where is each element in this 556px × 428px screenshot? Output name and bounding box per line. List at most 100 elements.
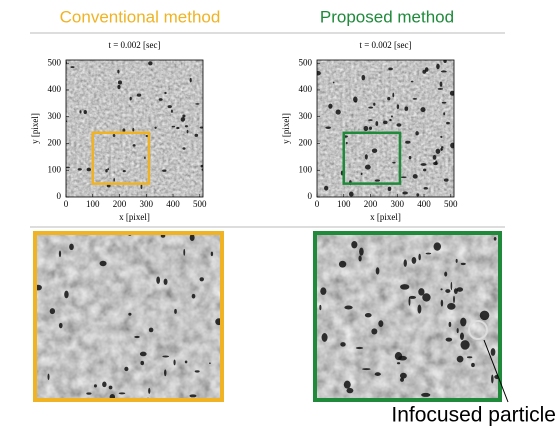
particle — [358, 255, 361, 261]
particle — [457, 328, 459, 333]
noise — [66, 60, 203, 197]
particle — [460, 340, 469, 350]
particle — [181, 117, 185, 122]
particle — [426, 253, 432, 255]
noise — [35, 233, 222, 400]
particle — [372, 148, 377, 152]
y-tick-label: 400 — [299, 84, 313, 94]
particle — [444, 272, 447, 277]
particle — [322, 333, 328, 342]
particle — [396, 123, 401, 126]
particle — [441, 70, 447, 72]
particle — [86, 392, 91, 394]
particle — [174, 309, 177, 314]
particle — [336, 110, 341, 115]
image — [315, 59, 455, 197]
particle — [319, 305, 321, 310]
particle — [402, 191, 408, 194]
y-tick-label: 200 — [48, 138, 62, 148]
particle — [173, 359, 175, 365]
particle — [79, 110, 81, 113]
particle — [442, 102, 447, 104]
particle — [134, 336, 139, 338]
annotation: Infocused particle — [391, 404, 556, 427]
particle — [187, 130, 189, 133]
chart-title: t = 0.002 [sec] — [108, 40, 160, 50]
y-tick-label: 300 — [299, 111, 313, 121]
particle — [194, 134, 198, 137]
particle — [190, 234, 195, 241]
x-tick-label: 200 — [113, 199, 127, 209]
particle — [417, 305, 421, 314]
particle — [71, 66, 75, 68]
particle — [434, 242, 441, 250]
particle — [467, 356, 472, 358]
particle — [375, 121, 378, 126]
particle — [418, 288, 424, 295]
particle — [411, 81, 414, 83]
particle — [491, 375, 494, 384]
noise — [317, 60, 454, 197]
particle — [364, 126, 369, 131]
particle — [118, 80, 122, 84]
particle — [460, 318, 466, 327]
particle — [441, 148, 443, 150]
particle — [182, 114, 185, 117]
particle — [365, 313, 372, 317]
particle — [392, 93, 394, 98]
particle — [148, 61, 152, 65]
particle — [451, 282, 453, 290]
y-tick-label: 500 — [48, 57, 62, 67]
particle — [376, 267, 380, 274]
particle — [105, 169, 108, 173]
particle — [453, 296, 455, 303]
particle — [209, 362, 211, 364]
heading: Proposed method — [320, 7, 454, 26]
particle — [324, 186, 328, 191]
particle — [346, 388, 353, 393]
particle — [113, 178, 115, 182]
particle — [409, 297, 411, 305]
particle — [421, 393, 430, 397]
particle — [195, 370, 200, 372]
particle — [387, 97, 390, 101]
particle — [405, 141, 410, 144]
particle — [66, 167, 70, 169]
particle — [365, 165, 371, 170]
particle — [128, 313, 131, 316]
particle — [320, 287, 326, 295]
particle — [401, 176, 407, 178]
particle — [185, 360, 188, 363]
particle — [368, 107, 373, 109]
particle — [148, 388, 150, 394]
particle — [383, 121, 388, 125]
particle — [359, 248, 364, 256]
particle — [491, 348, 496, 356]
x-tick-label: 100 — [86, 199, 100, 209]
particle — [424, 187, 428, 190]
figure: Conventional methodt = 0.002 [sec]010020… — [0, 0, 556, 428]
particle — [494, 237, 497, 241]
particle — [460, 333, 464, 340]
particle — [440, 81, 443, 86]
x-tick-label: 0 — [64, 199, 69, 209]
particle — [373, 103, 375, 106]
x-tick-label: 500 — [444, 199, 458, 209]
y-tick-label: 100 — [48, 164, 62, 174]
particle — [192, 294, 196, 299]
noise — [315, 233, 500, 400]
particle — [456, 259, 458, 263]
particle — [344, 381, 351, 389]
particle — [168, 105, 172, 108]
particle — [84, 110, 87, 114]
particle — [441, 300, 443, 307]
particle — [416, 193, 419, 196]
particle — [141, 184, 143, 189]
particle — [164, 369, 166, 376]
particle — [369, 127, 372, 130]
x-axis-label: x [pixel] — [370, 212, 401, 222]
image — [315, 233, 501, 400]
particle — [409, 156, 412, 159]
x-tick-label: 400 — [417, 199, 431, 209]
chart-title: t = 0.002 [sec] — [359, 40, 411, 50]
